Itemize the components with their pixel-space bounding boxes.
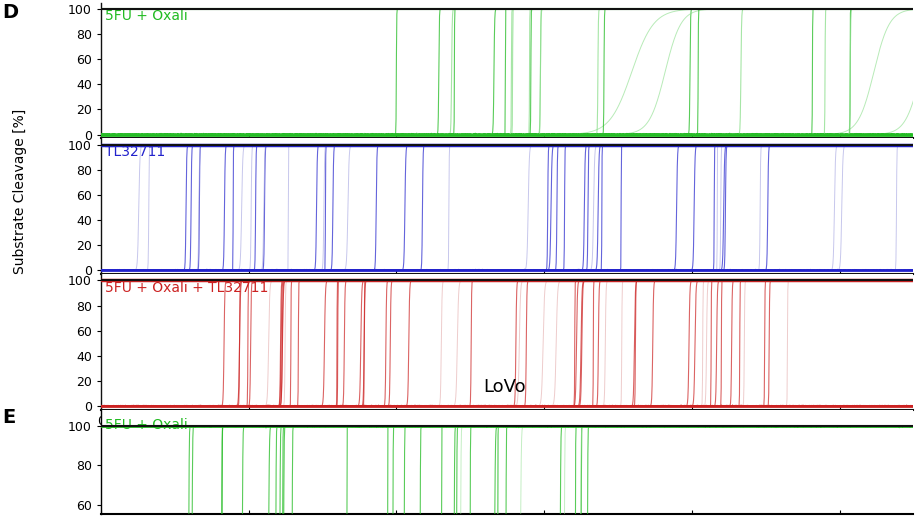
X-axis label: Time [h]: Time [h] bbox=[476, 433, 539, 448]
Text: 5FU + Oxali: 5FU + Oxali bbox=[105, 418, 188, 432]
Text: 5FU + Oxali: 5FU + Oxali bbox=[105, 9, 188, 23]
Text: E: E bbox=[2, 408, 15, 428]
Text: D: D bbox=[2, 3, 18, 22]
Text: 5FU + Oxali + TL32711: 5FU + Oxali + TL32711 bbox=[105, 281, 268, 295]
Text: LoVo: LoVo bbox=[484, 377, 526, 396]
Text: Substrate Cleavage [%]: Substrate Cleavage [%] bbox=[13, 109, 28, 274]
Text: TL32711: TL32711 bbox=[105, 145, 165, 159]
